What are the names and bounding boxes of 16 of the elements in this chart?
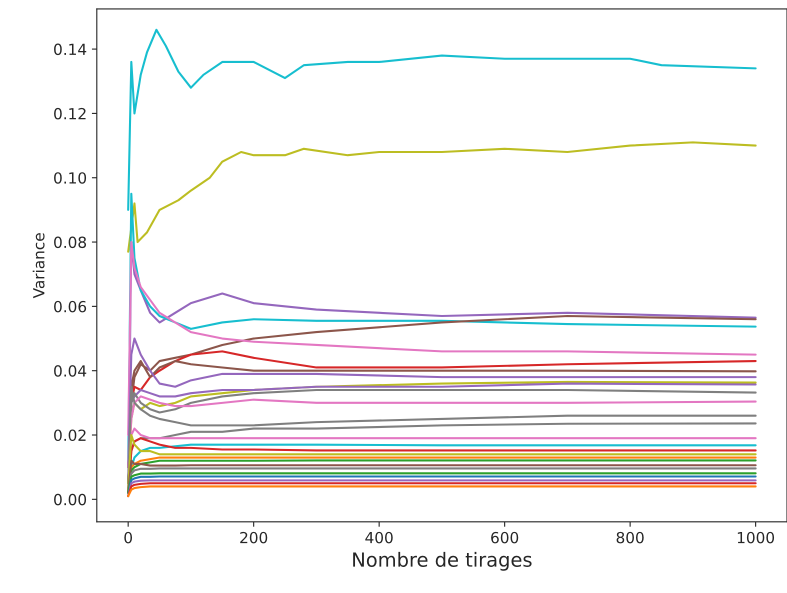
y-tick-label: 0.14 [54,44,86,56]
y-tick-label: 0.12 [54,108,86,120]
y-axis-title: Variance [32,233,45,298]
x-tick-label: 600 [491,532,518,544]
y-tick-label: 0.06 [54,300,86,312]
x-axis-title: Nombre de tirages [353,552,532,571]
y-tick-label: 0.10 [54,172,86,184]
y-tick-label: 0.04 [54,365,86,377]
x-tick-label: 800 [616,532,644,544]
x-tick-label: 1000 [738,532,774,544]
x-tick-label: 200 [240,532,268,544]
y-tick-label: 0.08 [54,236,86,248]
x-tick-label: 0 [124,532,132,544]
y-tick-label: 0.00 [54,494,86,506]
x-tick-label: 400 [365,532,393,544]
y-tick-label: 0.02 [54,429,86,442]
